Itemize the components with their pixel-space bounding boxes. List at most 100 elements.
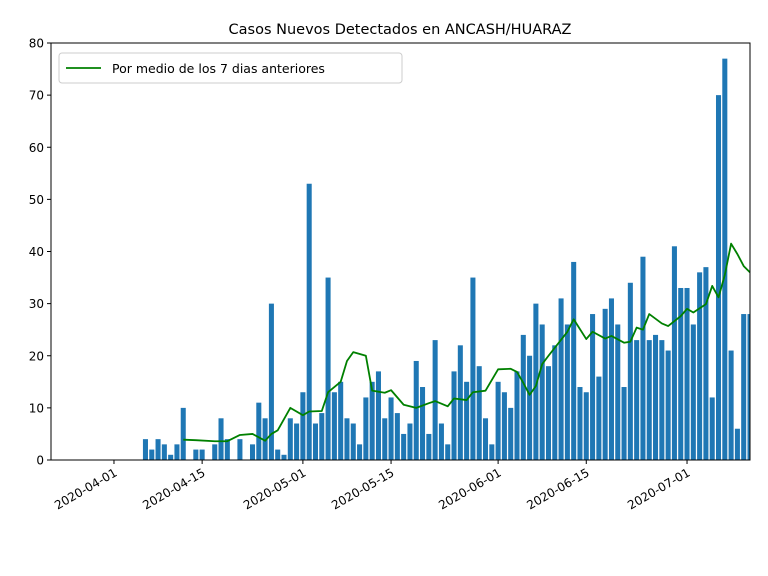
bar-2020-05-04 <box>319 413 325 460</box>
x-tick-label-2020-06-15: 2020-06-15 <box>524 465 591 512</box>
bar-2020-05-20 <box>420 387 426 460</box>
bar-2020-05-15 <box>388 397 394 460</box>
bar-2020-05-26 <box>457 345 463 460</box>
y-axis: 0 10 20 30 40 50 60 70 80 <box>29 37 51 468</box>
bar-2020-04-30 <box>294 423 300 460</box>
bar-2020-04-12 <box>180 407 186 461</box>
bar-2020-06-10 <box>552 345 558 460</box>
y-tick-label-10: 10 <box>29 401 44 415</box>
bar-2020-07-07 <box>722 58 728 460</box>
bar-2020-05-25 <box>451 371 457 460</box>
x-tick-label-2020-05-01: 2020-05-01 <box>241 465 308 512</box>
bar-2020-04-15 <box>199 449 205 460</box>
y-tick-label-30: 30 <box>29 297 44 311</box>
bar-2020-04-23 <box>249 444 256 460</box>
bar-2020-06-20 <box>615 324 621 460</box>
bar-2020-07-01 <box>684 287 690 460</box>
y-tick-label-0: 0 <box>36 454 44 468</box>
bar-2020-06-13 <box>571 261 577 460</box>
y-tick-label-70: 70 <box>29 89 44 103</box>
y-tick-label-20: 20 <box>29 349 44 363</box>
x-tick-label-2020-04-01: 2020-04-01 <box>52 465 119 512</box>
bar-2020-04-14 <box>193 449 199 460</box>
bar-2020-06-21 <box>621 387 627 460</box>
y-tick-label-60: 60 <box>29 141 44 155</box>
bar-2020-06-14 <box>577 387 583 460</box>
bar-2020-04-27 <box>275 449 281 460</box>
bar-2020-06-12 <box>564 324 570 460</box>
bar-2020-04-29 <box>287 418 293 460</box>
bar-2020-05-11 <box>363 397 369 460</box>
bar-2020-06-16 <box>590 314 596 460</box>
bar-2020-07-05 <box>709 397 715 460</box>
x-tick-label-2020-06-01: 2020-06-01 <box>436 465 503 512</box>
legend: Por medio de los 7 dias anteriores <box>58 52 403 84</box>
bar-2020-04-25 <box>262 418 268 460</box>
bar-2020-06-15 <box>583 392 589 460</box>
bar-2020-06-03 <box>508 407 514 461</box>
bar-2020-05-07 <box>338 381 344 460</box>
bar-2020-05-19 <box>413 360 419 460</box>
bar-2020-06-30 <box>678 287 684 460</box>
x-tick-label-2020-05-15: 2020-05-15 <box>329 465 396 512</box>
bar-2020-06-02 <box>501 392 507 460</box>
bar-2020-04-26 <box>268 303 274 461</box>
bar-2020-04-08 <box>155 439 161 460</box>
bar-2020-06-05 <box>520 334 526 460</box>
bar-2020-06-09 <box>545 366 552 460</box>
bar-2020-06-01 <box>495 381 501 460</box>
bar-2020-07-09 <box>734 428 740 460</box>
bar-2020-05-28 <box>470 277 476 460</box>
bar-2020-06-25 <box>646 340 652 460</box>
bar-2020-04-10 <box>168 454 174 460</box>
bar-2020-05-03 <box>312 423 319 460</box>
x-tick-label-2020-04-15: 2020-04-15 <box>140 465 207 512</box>
bar-2020-06-17 <box>596 376 602 460</box>
bar-2020-04-07 <box>149 449 155 460</box>
bar-2020-05-14 <box>382 418 388 460</box>
bar-2020-04-24 <box>256 402 262 460</box>
bar-2020-06-28 <box>665 350 671 460</box>
bar-2020-06-22 <box>627 282 633 460</box>
bar-2020-06-08 <box>539 324 545 460</box>
bar-2020-05-02 <box>306 183 312 461</box>
bar-2020-06-29 <box>671 246 677 460</box>
bar-2020-06-06 <box>527 355 533 460</box>
bar-2020-06-04 <box>514 371 520 460</box>
legend-label-moving-average: Por medio de los 7 dias anteriores <box>112 61 325 76</box>
bar-2020-04-17 <box>212 444 218 460</box>
y-tick-label-50: 50 <box>29 193 44 207</box>
bar-2020-05-10 <box>357 444 363 460</box>
bar-2020-07-04 <box>703 267 709 460</box>
bar-2020-05-27 <box>464 381 470 460</box>
bar-2020-06-26 <box>653 334 659 460</box>
bar-2020-05-01 <box>300 392 306 460</box>
bar-2020-07-11 <box>747 314 750 460</box>
bar-2020-04-18 <box>218 418 224 460</box>
bar-2020-06-24 <box>640 256 646 460</box>
chart-title: Casos Nuevos Detectados en ANCASH/HUARAZ <box>229 22 572 38</box>
bar-2020-05-23 <box>438 423 444 460</box>
x-axis: 2020-04-01 2020-04-15 2020-05-01 2020-05-15… <box>52 460 693 512</box>
bar-2020-05-05 <box>325 277 331 460</box>
bar-2020-07-10 <box>741 314 747 460</box>
bar-2020-04-19 <box>224 439 230 460</box>
bar-2020-05-16 <box>394 413 400 460</box>
x-tick-label-2020-07-01: 2020-07-01 <box>625 465 692 512</box>
bar-2020-06-27 <box>659 340 665 460</box>
bar-2020-05-06 <box>331 392 337 460</box>
bar-2020-06-18 <box>602 308 608 460</box>
bar-2020-06-19 <box>608 298 614 460</box>
bar-2020-05-21 <box>426 433 432 460</box>
bar-2020-05-24 <box>445 444 451 460</box>
bar-2020-06-07 <box>533 303 539 461</box>
bar-2020-05-22 <box>432 340 438 460</box>
bar-2020-05-17 <box>401 433 407 460</box>
bar-2020-05-31 <box>489 444 495 460</box>
bar-2020-05-29 <box>476 366 482 460</box>
line-layer <box>183 242 751 443</box>
y-tick-label-40: 40 <box>29 245 44 259</box>
bar-2020-05-30 <box>482 418 489 460</box>
bar-2020-06-11 <box>558 298 564 460</box>
bar-2020-05-13 <box>375 371 381 460</box>
